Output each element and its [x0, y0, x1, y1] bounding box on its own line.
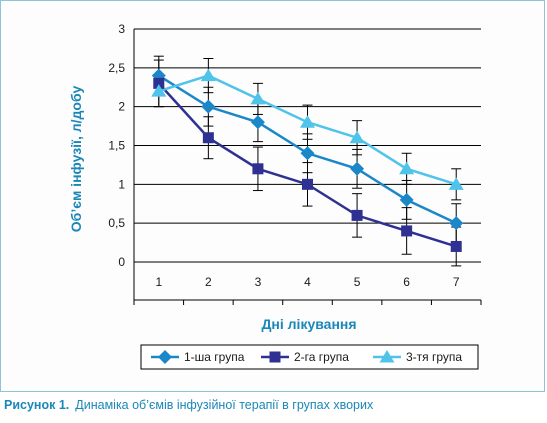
y-tick-label: 0	[118, 255, 125, 269]
data-point	[252, 163, 264, 175]
data-point	[449, 216, 464, 231]
data-point	[151, 84, 167, 97]
legend-marker	[269, 351, 281, 363]
data-point	[250, 115, 265, 130]
x-tick-label: 1	[155, 275, 162, 289]
legend-label: 3-тя група	[406, 350, 462, 364]
y-tick-label: 1	[118, 177, 125, 191]
data-point	[450, 240, 462, 252]
data-point	[349, 130, 365, 144]
caption-label: Рисунок 1.	[4, 398, 70, 412]
x-tick-label: 6	[403, 275, 410, 289]
y-tick-label: 0,5	[108, 216, 125, 230]
x-axis-title: Дні лікування	[261, 316, 356, 332]
legend-label: 2-га група	[294, 350, 349, 364]
data-point	[200, 68, 216, 82]
x-tick-label: 2	[205, 275, 212, 289]
legend-marker	[158, 350, 172, 364]
data-point	[399, 161, 415, 175]
data-point	[302, 178, 313, 190]
figure-frame: 0 0,5 1 1,5 2 2,5 3 1 2 3 4 5 6 7 Дні лікування Об’єм…	[0, 0, 545, 392]
data-point	[448, 177, 464, 190]
y-tick-label: 1,5	[108, 139, 125, 153]
data-point	[350, 161, 365, 176]
x-tick-label: 3	[255, 275, 262, 289]
x-tick-label: 4	[304, 275, 311, 289]
data-point	[401, 225, 413, 237]
figure-caption: Рисунок 1. Динаміка об’ємів інфузійної те…	[4, 398, 373, 412]
caption-text: Динаміка об’ємів інфузійної терапії в гр…	[75, 398, 374, 412]
data-point	[300, 146, 315, 161]
legend-label: 1-ша група	[184, 350, 245, 364]
legend: 1-ша група 2-га група 3-тя група	[140, 344, 479, 370]
legend-box	[140, 344, 479, 370]
y-tick-label: 2,5	[108, 61, 125, 75]
x-tick-label: 7	[453, 275, 460, 289]
data-point	[153, 77, 165, 89]
y-axis-title: Об’єм інфузії, л/добу	[68, 86, 84, 233]
y-tick-label: 3	[118, 22, 125, 36]
data-point	[351, 209, 363, 221]
line-chart: 0 0,5 1 1,5 2 2,5 3 1 2 3 4 5 6 7 Дні лікування Об’єм…	[68, 22, 482, 370]
data-point	[201, 99, 216, 114]
y-tick-label: 2	[118, 100, 125, 114]
data-point	[250, 91, 266, 105]
data-point	[399, 192, 414, 207]
data-point	[300, 115, 315, 128]
x-tick-label: 5	[354, 275, 361, 289]
data-point	[202, 132, 214, 144]
legend-marker	[379, 350, 395, 363]
